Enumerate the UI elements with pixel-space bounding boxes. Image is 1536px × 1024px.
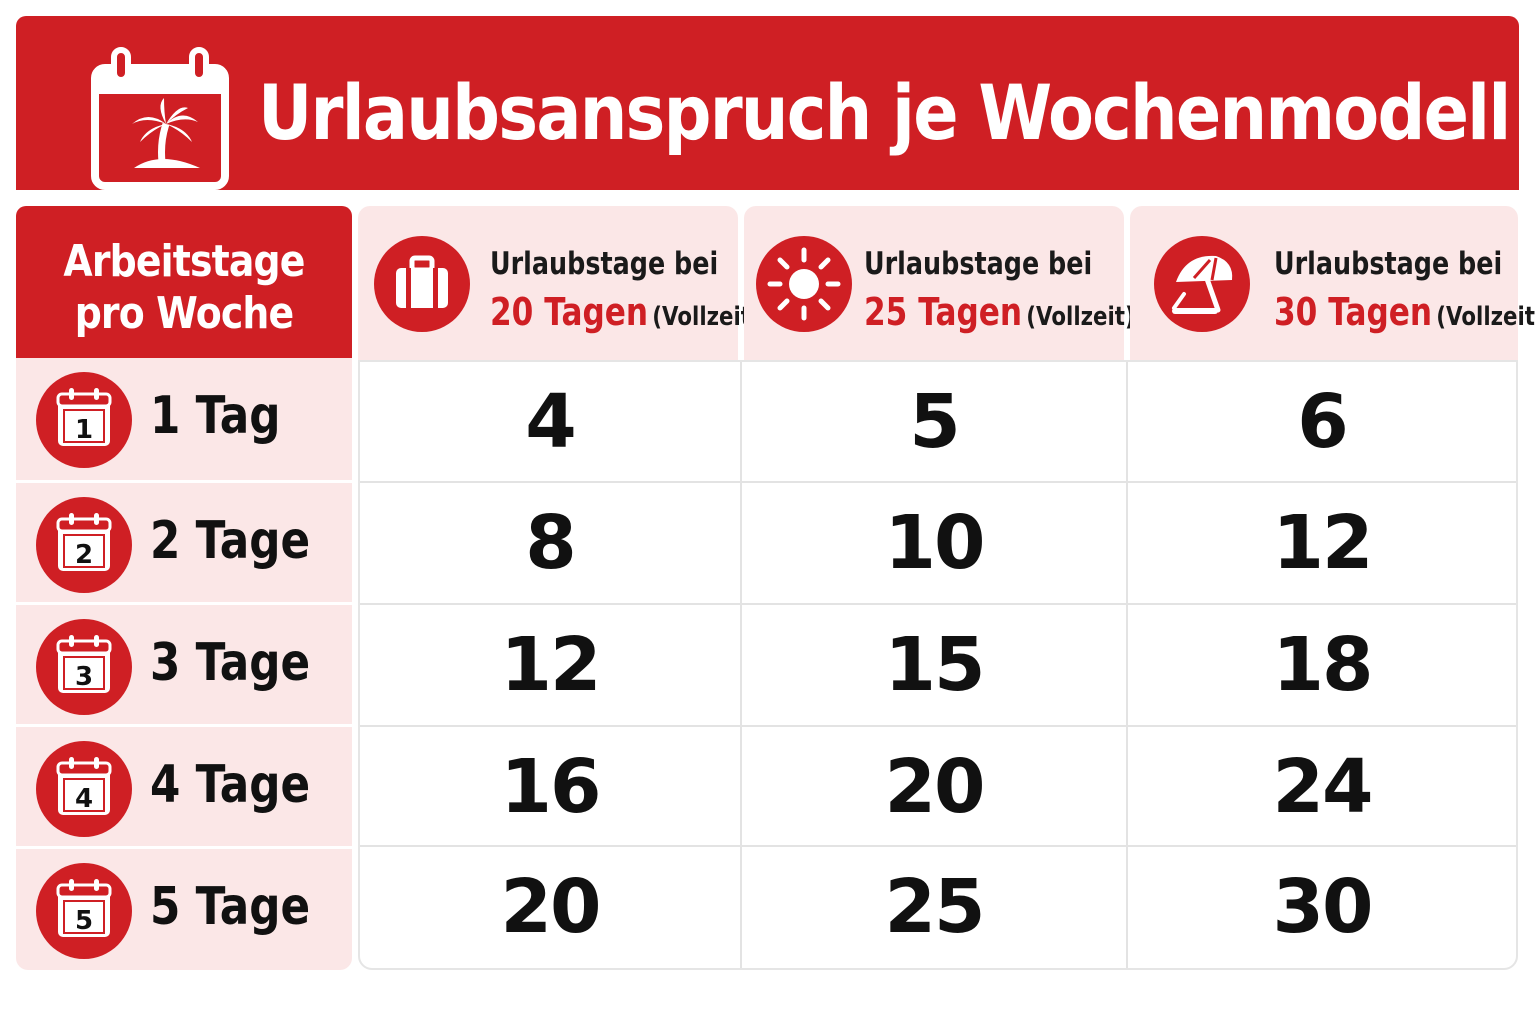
column-header-days: 25 Tagen [864,290,1023,334]
row-label-text: 2 Tage [150,511,311,571]
row-label-text: 3 Tage [150,633,311,693]
table-cell: 8 [525,500,577,586]
svg-text:4: 4 [75,784,93,814]
row-label: 3 3 Tage [16,602,352,722]
column-header-days: 30 Tagen [1274,290,1433,334]
table-cell: 10 [884,500,986,586]
column-header-line1: Urlaubstage bei [864,246,1093,282]
row-label-text: 1 Tag [150,386,281,446]
row-label-column: 1 1 Tag 2 2 Tage 3 3 Tage [16,358,352,970]
column-header-note: (Vollzeit) [1436,302,1536,332]
table-cell: 12 [1272,500,1374,586]
row-divider [360,481,1516,483]
column-header-days: 20 Tagen [490,290,649,334]
table-cell: 20 [884,744,986,830]
svg-text:3: 3 [75,662,93,692]
suitcase-icon [374,236,470,332]
row-header: Arbeitstage pro Woche [16,206,352,358]
calendar-palm-icon [91,47,229,190]
column-header-30: Urlaubstage bei 30 Tagen (Vollzeit) [1130,206,1536,360]
table-cell: 16 [500,744,602,830]
calendar-icon: 2 [36,497,132,593]
column-header-25: Urlaubstage bei 25 Tagen (Vollzeit) [744,206,1135,360]
table-cell: 5 [909,379,961,465]
value-grid: 4 5 6 8 10 12 12 15 18 16 20 24 20 25 30 [358,360,1518,970]
column-header-note: (Vollzeit) [652,302,761,332]
column-header-20: Urlaubstage bei 20 Tagen (Vollzeit) [358,206,761,360]
column-divider [1126,362,1128,968]
svg-text:1: 1 [75,415,93,445]
calendar-icon: 4 [36,741,132,837]
table-cell: 24 [1272,744,1374,830]
column-divider [740,362,742,968]
page-title: Urlaubsanspruch je Wochenmodell [258,68,1511,157]
row-label-text: 5 Tage [150,877,311,937]
column-header-line1: Urlaubstage bei [490,246,719,282]
calendar-icon: 1 [36,372,132,468]
row-label: 4 4 Tage [16,724,352,844]
row-header-line1: Arbeitstage [63,236,305,287]
row-label-text: 4 Tage [150,755,311,815]
table-cell: 15 [884,622,986,708]
calendar-icon: 5 [36,863,132,959]
table-cell: 25 [884,864,986,950]
row-label: 2 2 Tage [16,480,352,600]
svg-text:5: 5 [75,906,93,936]
sun-icon [756,236,852,332]
table-cell: 18 [1272,622,1374,708]
row-divider [360,725,1516,727]
table-cell: 30 [1272,864,1374,950]
column-header-line1: Urlaubstage bei [1274,246,1503,282]
beach-umbrella-icon [1154,236,1250,332]
calendar-icon: 3 [36,619,132,715]
table-cell: 12 [500,622,602,708]
row-header-line2: pro Woche [74,288,294,339]
row-divider [360,603,1516,605]
table-cell: 4 [525,379,577,465]
svg-text:2: 2 [75,540,93,570]
column-header-note: (Vollzeit) [1026,302,1135,332]
table-cell: 6 [1297,379,1349,465]
title-banner: Urlaubsanspruch je Wochenmodell [16,16,1519,190]
row-divider [360,845,1516,847]
row-label: 5 5 Tage [16,846,352,966]
table-cell: 20 [500,864,602,950]
row-label: 1 1 Tag [16,358,352,478]
